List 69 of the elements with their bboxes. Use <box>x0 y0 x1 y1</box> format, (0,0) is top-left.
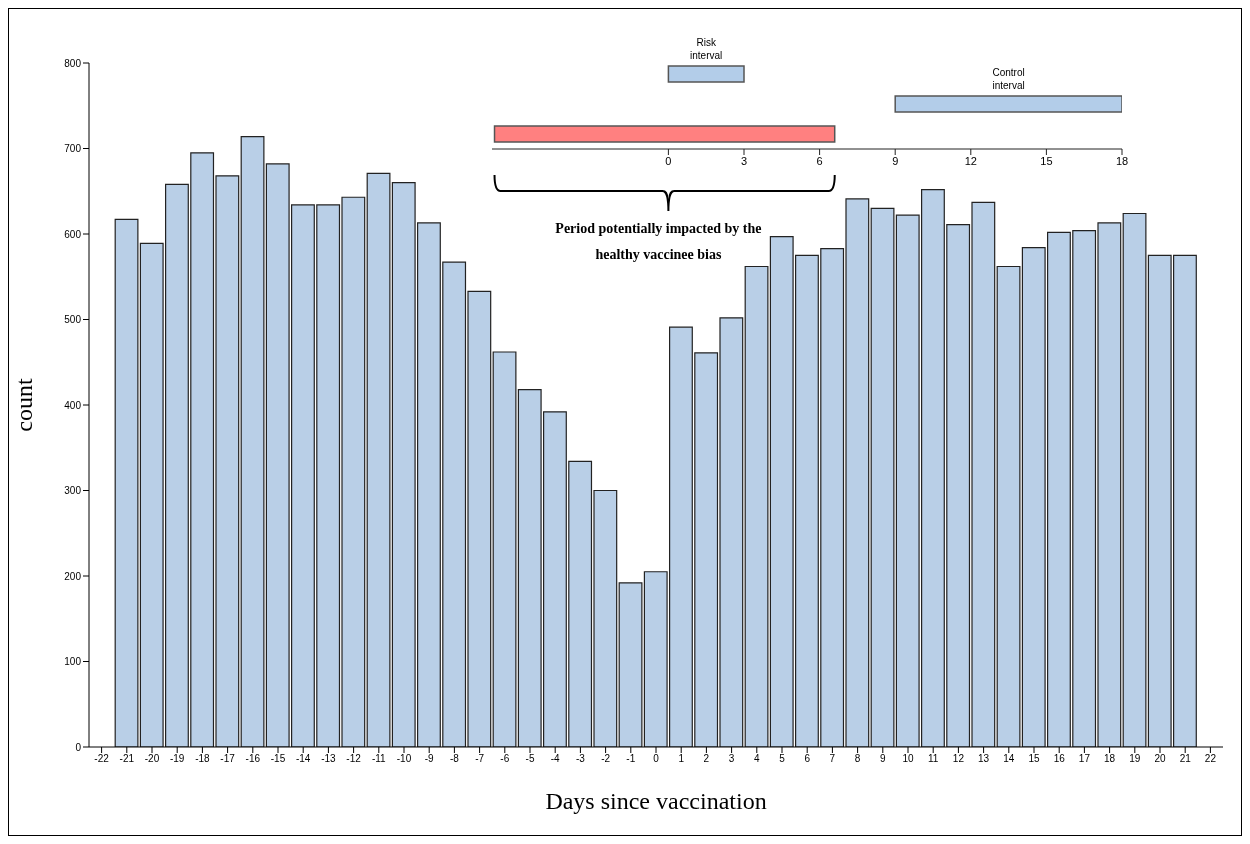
bar <box>894 95 1122 113</box>
x-tick-label: -15 <box>270 753 286 765</box>
x-tick-label: 18 <box>1115 154 1129 167</box>
x-tick-label: 9 <box>892 154 899 167</box>
x-tick-label: -14 <box>295 753 311 765</box>
x-tick-label: 4 <box>754 753 761 765</box>
x-tick-label: -11 <box>371 753 387 765</box>
x-tick-label: -21 <box>119 753 135 765</box>
x-tick-label: -4 <box>550 753 561 765</box>
x-tick-label: -22 <box>94 753 110 765</box>
y-tick-label: 400 <box>64 399 82 411</box>
y-tick-label: 300 <box>64 485 82 497</box>
y-tick-label: 700 <box>64 143 82 155</box>
x-tick-label: 19 <box>1129 753 1141 765</box>
x-tick-label: 15 <box>1040 154 1053 167</box>
x-tick-label: 14 <box>1003 753 1015 765</box>
x-tick-label: 15 <box>1028 753 1040 765</box>
x-tick-label: 13 <box>978 753 990 765</box>
y-tick-label: 200 <box>64 570 82 582</box>
x-tick-label: -16 <box>245 753 261 765</box>
x-tick-label: 5 <box>779 753 786 765</box>
x-tick-label: 11 <box>928 753 939 765</box>
x-tick-label: 20 <box>1154 753 1166 765</box>
x-tick-label: 12 <box>964 154 977 167</box>
x-tick-label: 0 <box>653 753 660 765</box>
y-tick-label: 600 <box>64 228 82 240</box>
x-tick-label: 16 <box>1053 753 1066 765</box>
x-tick-label: -3 <box>575 753 586 765</box>
annotation: Risk interval <box>690 37 723 61</box>
y-tick-label: 100 <box>64 656 82 668</box>
x-tick-label: 1 <box>678 753 685 765</box>
x-tick-label: -5 <box>525 753 535 765</box>
x-tick-label: 0 <box>665 154 672 167</box>
annotation: Control interval <box>992 67 1025 91</box>
y-tick-label: 0 <box>75 741 82 753</box>
x-tick-label: 6 <box>816 154 823 167</box>
x-tick-label: -8 <box>449 753 460 765</box>
x-tick-label: -20 <box>144 753 160 765</box>
x-tick-label: 7 <box>829 753 836 765</box>
x-tick-label: 9 <box>880 753 887 765</box>
x-tick-label: -18 <box>195 753 211 765</box>
y-tick-label: 500 <box>64 314 82 326</box>
x-tick-label: 6 <box>804 753 811 765</box>
y-tick-label: 800 <box>64 57 82 69</box>
x-tick-label: 2 <box>703 753 710 765</box>
x-tick-label: -19 <box>169 753 185 765</box>
x-tick-label: -9 <box>424 753 435 765</box>
x-tick-label: 3 <box>740 154 748 167</box>
bar <box>667 65 745 83</box>
x-tick-label: 18 <box>1104 753 1116 765</box>
x-tick-label: 3 <box>728 753 735 765</box>
x-tick-label: -13 <box>321 753 337 765</box>
x-tick-label: 10 <box>902 753 914 765</box>
y-axis-title: count <box>10 378 37 432</box>
x-axis-title: Days since vaccination <box>545 788 767 814</box>
x-tick-label: -1 <box>626 753 636 765</box>
x-tick-label: -17 <box>220 753 236 765</box>
x-tick-label: 21 <box>1179 753 1192 765</box>
x-tick-label: -7 <box>475 753 485 765</box>
bar <box>493 125 836 143</box>
x-tick-label: 17 <box>1078 753 1091 765</box>
x-tick-label: -12 <box>346 753 362 765</box>
annotation: Period potentially impacted by the healthy vaccinee bias <box>555 221 762 263</box>
x-tick-label: 12 <box>952 753 965 765</box>
x-tick-label: -6 <box>500 753 510 765</box>
x-tick-label: -10 <box>396 753 412 765</box>
x-tick-label: -2 <box>601 753 611 765</box>
x-tick-label: 22 <box>1204 753 1217 765</box>
x-tick-label: 8 <box>854 753 861 765</box>
